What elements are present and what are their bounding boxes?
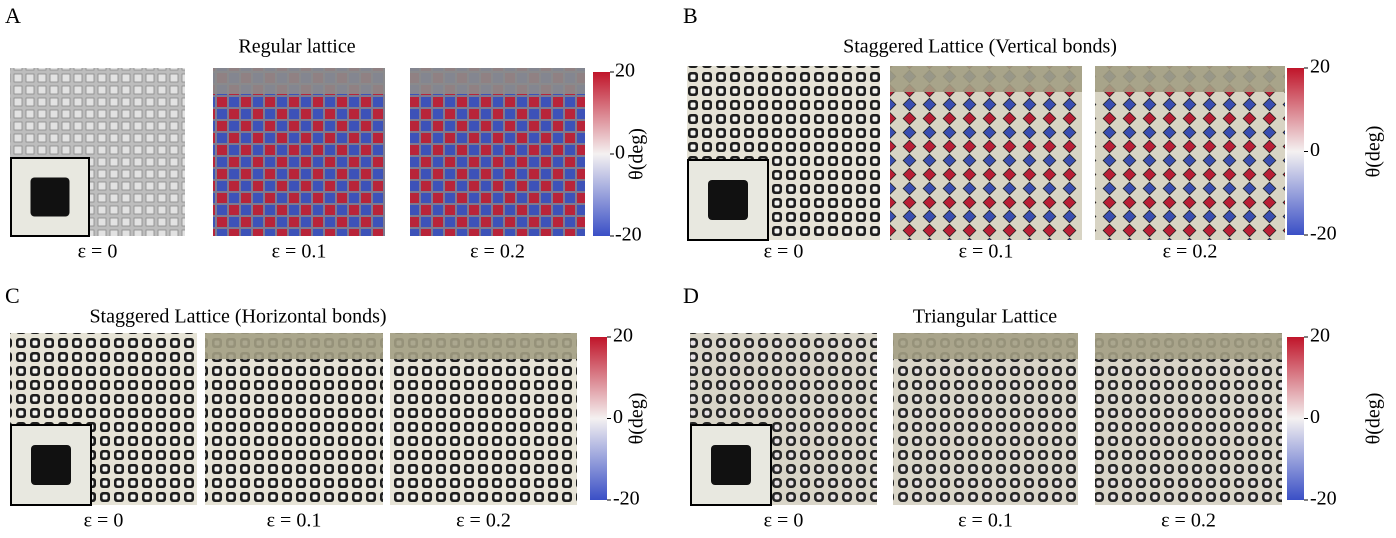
clamp (213, 68, 385, 94)
colorbar-tick-label: 0 (1310, 406, 1320, 428)
figure: A Regular lattice ε = 0 ε = 0.1 ε = 0.2 20 0 -2… (0, 0, 1396, 538)
clamp (1095, 333, 1282, 359)
strain-label: ε = 0 (764, 510, 804, 532)
colorbar-tick-label: 20 (1310, 325, 1330, 347)
panel-title: Staggered Lattice (Vertical bonds) (843, 36, 1117, 58)
colorbar-tick-label: 0 (615, 142, 625, 164)
strain-label: ε = 0 (764, 241, 804, 263)
colorbar-tick-label: -20 (615, 224, 642, 246)
clamp (893, 333, 1078, 359)
inset-node (31, 178, 70, 217)
lattice-image (890, 66, 1082, 240)
colorbar-tick-label: -20 (613, 488, 640, 510)
panel-title: Regular lattice (238, 36, 355, 58)
panel-title: Triangular Lattice (913, 306, 1057, 328)
strain-label: ε = 0.1 (959, 241, 1014, 263)
colorbar-tick-label: 20 (615, 60, 635, 82)
colorbar-label: θ(deg) (626, 393, 648, 445)
colorbar (1287, 337, 1304, 500)
strain-label: ε = 0.2 (1161, 510, 1216, 532)
lattice-image (1095, 66, 1285, 240)
colorbar-label: θ(deg) (1363, 393, 1385, 445)
colorbar (593, 72, 610, 236)
inset-node (711, 445, 751, 485)
strain-label: ε = 0.1 (267, 510, 322, 532)
colorbar-tick-label: 20 (613, 325, 633, 347)
panel-letter: C (5, 283, 20, 308)
colorbar-tick-label: -20 (1310, 223, 1337, 245)
inset-node (708, 180, 748, 220)
clamp (890, 66, 1082, 92)
panel-letter: B (683, 3, 698, 28)
colorbar-label: θ(deg) (626, 128, 648, 180)
clamp (205, 333, 383, 359)
clamp (1095, 66, 1285, 92)
clamp (390, 333, 577, 359)
colorbar-tick-label: 0 (613, 406, 623, 428)
clamp (410, 68, 585, 94)
strain-label: ε = 0.1 (272, 241, 327, 263)
strain-label: ε = 0.2 (470, 241, 525, 263)
inset-node (31, 445, 71, 485)
colorbar-tick-label: 20 (1310, 56, 1330, 78)
strain-label: ε = 0.2 (1163, 241, 1218, 263)
strain-label: ε = 0 (78, 241, 118, 263)
panel-letter: D (683, 283, 699, 308)
colorbar (1287, 68, 1304, 235)
panel-title: Staggered Lattice (Horizontal bonds) (89, 306, 386, 328)
colorbar-tick-label: 0 (1310, 139, 1320, 161)
colorbar-tick-label: -20 (1310, 488, 1337, 510)
panel-letter: A (5, 3, 21, 28)
strain-label: ε = 0.1 (958, 510, 1013, 532)
strain-label: ε = 0 (84, 510, 124, 532)
colorbar-label: θ(deg) (1363, 126, 1385, 178)
colorbar (590, 337, 607, 500)
strain-label: ε = 0.2 (456, 510, 511, 532)
